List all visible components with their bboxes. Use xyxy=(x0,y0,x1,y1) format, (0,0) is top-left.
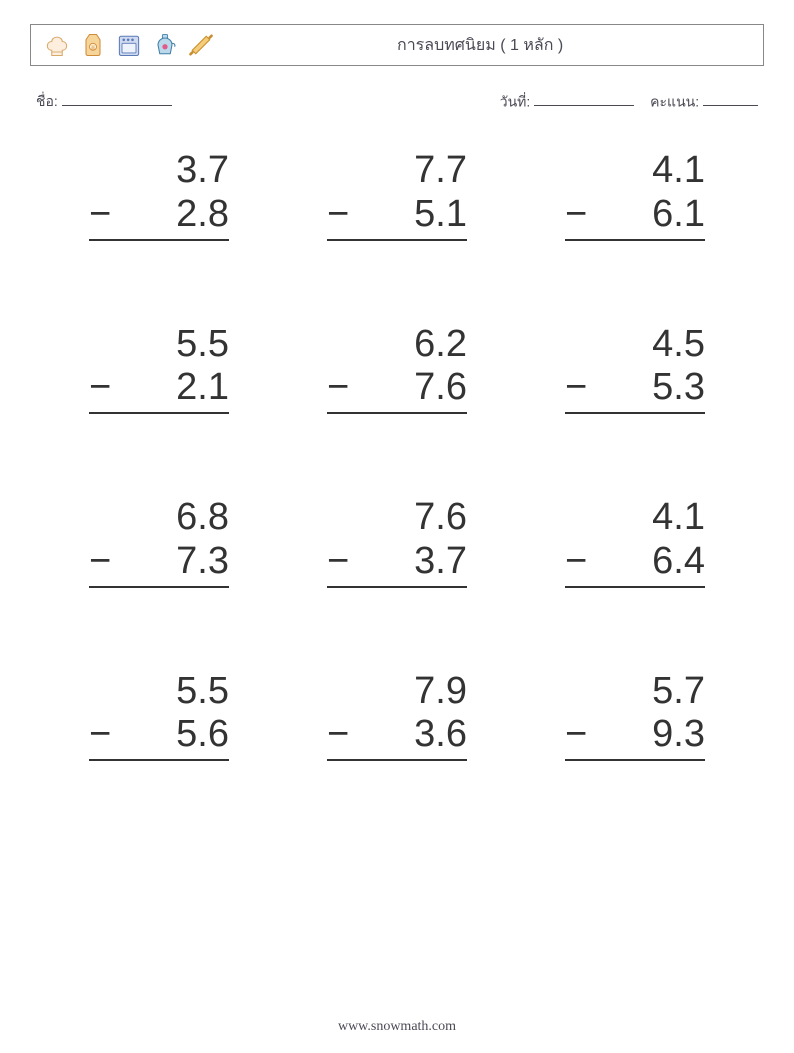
subtrahend: 7.6 xyxy=(414,366,467,408)
problems-grid: 3.7−2.87.7−5.14.1−6.15.5−2.16.2−7.64.5−5… xyxy=(30,149,764,761)
subtraction-problem: 5.5− 2.1 xyxy=(89,323,229,414)
minus-sign: − xyxy=(89,193,111,237)
subtraction-problem: 6.8− 7.3 xyxy=(89,496,229,587)
score-label: คะแนน: xyxy=(650,93,699,109)
minus-sign: − xyxy=(565,366,587,410)
subtrahend-row: − 5.6 xyxy=(89,713,229,761)
icon-row: 面 xyxy=(43,31,215,59)
subtraction-problem: 5.7− 9.3 xyxy=(565,670,705,761)
subtrahend-row: − 3.7 xyxy=(327,540,467,588)
minus-sign: − xyxy=(327,540,349,584)
subtrahend-row: − 6.4 xyxy=(565,540,705,588)
minuend: 7.9 xyxy=(327,670,467,714)
minuend: 7.7 xyxy=(327,149,467,193)
subtrahend: 5.3 xyxy=(652,366,705,408)
subtrahend: 6.1 xyxy=(652,193,705,235)
subtrahend: 5.1 xyxy=(414,193,467,235)
subtraction-problem: 7.7− 5.1 xyxy=(327,149,467,240)
rolling-pin-icon xyxy=(187,31,215,59)
subtrahend-row: − 3.6 xyxy=(327,713,467,761)
subtraction-problem: 4.1− 6.1 xyxy=(565,149,705,240)
subtraction-problem: 6.2− 7.6 xyxy=(327,323,467,414)
minus-sign: − xyxy=(327,366,349,410)
minuend: 4.1 xyxy=(565,496,705,540)
subtraction-problem: 3.7− 2.8 xyxy=(89,149,229,240)
minus-sign: − xyxy=(327,713,349,757)
subtrahend: 5.6 xyxy=(176,713,229,755)
subtrahend: 7.3 xyxy=(176,540,229,582)
subtrahend: 6.4 xyxy=(652,540,705,582)
flour-bag-icon: 面 xyxy=(79,31,107,59)
subtrahend-row: − 5.3 xyxy=(565,366,705,414)
subtrahend-row: − 6.1 xyxy=(565,193,705,241)
subtrahend-row: − 7.3 xyxy=(89,540,229,588)
minus-sign: − xyxy=(89,540,111,584)
subtraction-problem: 7.9− 3.6 xyxy=(327,670,467,761)
minuend: 5.5 xyxy=(89,670,229,714)
date-blank[interactable] xyxy=(534,90,634,106)
minuend: 5.7 xyxy=(565,670,705,714)
subtrahend: 3.7 xyxy=(414,540,467,582)
minus-sign: − xyxy=(89,366,111,410)
subtraction-problem: 4.1− 6.4 xyxy=(565,496,705,587)
kettle-icon xyxy=(151,31,179,59)
footer-url: www.snowmath.com xyxy=(0,1019,794,1035)
subtraction-problem: 4.5− 5.3 xyxy=(565,323,705,414)
minuend: 6.8 xyxy=(89,496,229,540)
subtraction-problem: 5.5− 5.6 xyxy=(89,670,229,761)
oven-icon xyxy=(115,31,143,59)
minuend: 4.1 xyxy=(565,149,705,193)
worksheet-title: การลบทศนิยม ( 1 หลัก ) xyxy=(397,33,563,58)
minus-sign: − xyxy=(565,193,587,237)
subtrahend-row: − 9.3 xyxy=(565,713,705,761)
minuend: 5.5 xyxy=(89,323,229,367)
subtrahend: 2.1 xyxy=(176,366,229,408)
subtraction-problem: 7.6− 3.7 xyxy=(327,496,467,587)
minuend: 6.2 xyxy=(327,323,467,367)
name-label: ชื่อ: xyxy=(36,91,58,113)
minus-sign: − xyxy=(327,193,349,237)
subtrahend-row: − 5.1 xyxy=(327,193,467,241)
chef-hat-icon xyxy=(43,31,71,59)
score-blank[interactable] xyxy=(703,90,758,106)
minus-sign: − xyxy=(89,713,111,757)
minuend: 4.5 xyxy=(565,323,705,367)
date-label: วันที่: xyxy=(500,93,531,109)
minuend: 7.6 xyxy=(327,496,467,540)
subtrahend-row: − 2.1 xyxy=(89,366,229,414)
minuend: 3.7 xyxy=(89,149,229,193)
header-box: 面 การลบทศนิยม ( 1 หลัก ) xyxy=(30,24,764,66)
info-row: ชื่อ: วันที่: คะแนน: xyxy=(30,90,764,113)
subtrahend-row: − 2.8 xyxy=(89,193,229,241)
subtrahend: 2.8 xyxy=(176,193,229,235)
subtrahend: 9.3 xyxy=(652,713,705,755)
minus-sign: − xyxy=(565,540,587,584)
name-blank[interactable] xyxy=(62,90,172,106)
subtrahend: 3.6 xyxy=(414,713,467,755)
minus-sign: − xyxy=(565,713,587,757)
subtrahend-row: − 7.6 xyxy=(327,366,467,414)
